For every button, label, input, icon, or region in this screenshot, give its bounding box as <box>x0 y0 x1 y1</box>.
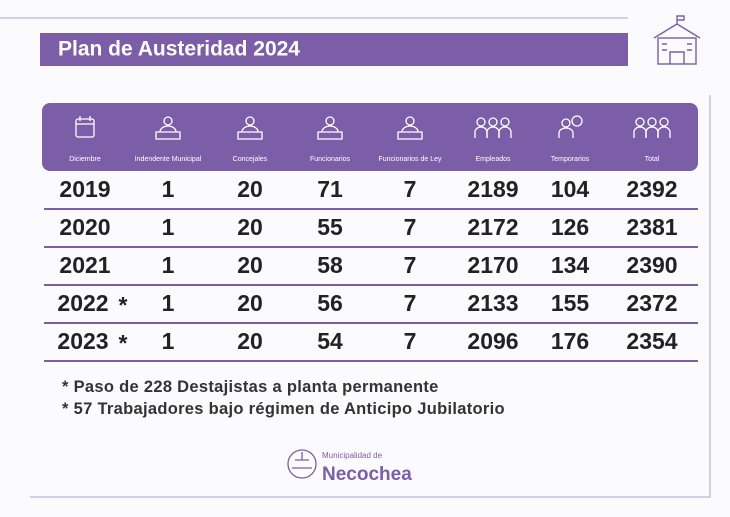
icon-part <box>237 125 263 140</box>
icon-part <box>245 116 255 126</box>
icon-part <box>488 117 498 127</box>
row-mark: * <box>119 330 128 356</box>
cell-value: 2096 <box>467 328 518 354</box>
cell-value: 1 <box>162 290 175 316</box>
cell-value: 20 <box>237 176 263 202</box>
note: * 57 Trabajadores bajo régimen de Antici… <box>62 400 505 418</box>
icon-part <box>155 125 181 140</box>
column-icon <box>558 115 583 138</box>
column-icon <box>237 116 263 140</box>
column-header: Total <box>645 156 660 163</box>
cell-value: 176 <box>551 328 589 354</box>
header-bar <box>42 103 698 171</box>
cell-value: 2390 <box>626 252 677 278</box>
column-icon <box>397 116 423 140</box>
icon-part <box>498 126 512 138</box>
icon-part <box>75 118 95 138</box>
icon-part <box>317 125 343 140</box>
row-year: 2020 <box>59 214 110 240</box>
column-icon <box>317 116 343 140</box>
icon-part <box>558 127 574 138</box>
cell-value: 126 <box>551 214 589 240</box>
row-year: 2022 <box>57 290 108 316</box>
column-icon <box>155 116 181 140</box>
cell-value: 20 <box>237 252 263 278</box>
icon-part <box>647 117 657 127</box>
cell-value: 2354 <box>626 328 677 354</box>
cell-value: 7 <box>404 176 417 202</box>
cell-value: 20 <box>237 328 263 354</box>
title-bar <box>40 33 628 66</box>
cell-value: 7 <box>404 290 417 316</box>
icon-part <box>659 117 669 127</box>
cell-value: 71 <box>317 176 343 202</box>
column-icon <box>633 117 671 138</box>
icon-part <box>571 115 583 127</box>
icon-part <box>163 116 173 126</box>
icon-part <box>397 125 423 140</box>
frame <box>0 17 711 498</box>
cell-value: 1 <box>162 176 175 202</box>
cell-value: 56 <box>317 290 343 316</box>
column-header: Funcionarios <box>310 156 351 163</box>
row-year: 2023 <box>57 328 108 354</box>
cell-value: 2381 <box>626 214 677 240</box>
column-header: Indendente Municipal <box>135 156 202 163</box>
building-icon <box>653 15 701 65</box>
row-year: 2021 <box>59 252 110 278</box>
note: * Paso de 228 Destajistas a planta perma… <box>62 378 439 396</box>
icon-part <box>657 126 671 138</box>
icon-part <box>476 117 486 127</box>
title: Plan de Austeridad 2024 <box>58 38 300 61</box>
column-header: Diciembre <box>69 156 101 163</box>
row-mark: * <box>119 292 128 318</box>
logo-emblem <box>287 449 317 479</box>
cell-value: 58 <box>317 252 343 278</box>
column-header: Concejales <box>233 156 268 163</box>
cell-value: 155 <box>551 290 590 316</box>
cell-value: 7 <box>404 252 417 278</box>
cell-value: 7 <box>404 328 417 354</box>
cell-value: 2133 <box>467 290 518 316</box>
cell-value: 2189 <box>467 176 518 202</box>
column-icon <box>474 117 512 138</box>
cell-value: 1 <box>162 328 175 354</box>
icon-part <box>635 117 645 127</box>
cell-value: 55 <box>317 214 343 240</box>
cell-value: 2392 <box>626 176 677 202</box>
cell-value: 2172 <box>467 214 518 240</box>
column-header: Empleados <box>475 156 511 163</box>
icon-part <box>561 118 571 128</box>
cell-value: 2170 <box>467 252 518 278</box>
row-year: 2019 <box>59 176 110 202</box>
icon-part <box>325 116 335 126</box>
cell-value: 104 <box>551 176 590 202</box>
logo-small: Municipalidad de <box>322 451 383 460</box>
cell-value: 1 <box>162 214 175 240</box>
cell-value: 54 <box>317 328 343 354</box>
icon-part <box>405 116 415 126</box>
icon-part <box>500 117 510 127</box>
cell-value: 2372 <box>626 290 677 316</box>
cell-value: 134 <box>551 252 590 278</box>
cell-value: 20 <box>237 290 263 316</box>
icon-part <box>76 116 94 125</box>
column-icon <box>75 116 95 138</box>
logo-name: Necochea <box>322 464 412 485</box>
cell-value: 1 <box>162 252 175 278</box>
cell-value: 20 <box>237 214 263 240</box>
column-header: Temporarios <box>551 156 590 163</box>
column-header: Funcionarios de Ley <box>378 156 442 163</box>
cell-value: 7 <box>404 214 417 240</box>
